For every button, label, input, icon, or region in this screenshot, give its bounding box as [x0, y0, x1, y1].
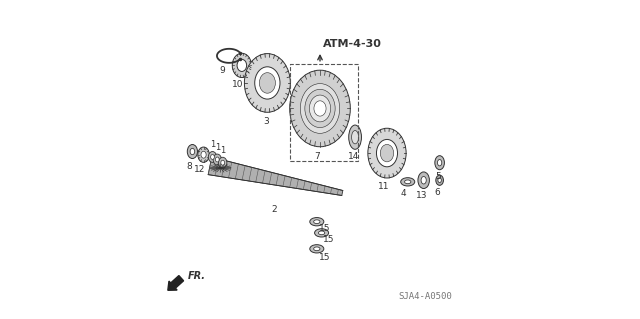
Ellipse shape [237, 59, 246, 71]
Text: FR.: FR. [188, 271, 205, 281]
Text: 8: 8 [186, 162, 192, 171]
Ellipse shape [218, 157, 227, 168]
Ellipse shape [404, 180, 411, 184]
Ellipse shape [349, 125, 362, 149]
Bar [290, 64, 358, 161]
Ellipse shape [315, 229, 328, 237]
Text: 1: 1 [210, 140, 215, 149]
Text: SJA4-A0500: SJA4-A0500 [398, 292, 452, 301]
FancyArrow shape [168, 276, 184, 290]
Ellipse shape [188, 145, 198, 159]
Text: 1: 1 [220, 146, 225, 155]
Ellipse shape [305, 89, 335, 128]
Text: 5: 5 [435, 172, 441, 181]
Ellipse shape [438, 160, 442, 166]
Ellipse shape [209, 152, 217, 162]
Ellipse shape [314, 101, 326, 116]
Ellipse shape [198, 147, 209, 162]
Text: 11: 11 [378, 182, 390, 191]
Text: 7: 7 [314, 152, 320, 161]
Polygon shape [208, 157, 343, 196]
Text: ATM-4-30: ATM-4-30 [323, 40, 382, 49]
Ellipse shape [259, 73, 275, 93]
Ellipse shape [421, 176, 426, 184]
Ellipse shape [216, 157, 219, 162]
Ellipse shape [300, 84, 340, 133]
Text: 3: 3 [263, 117, 269, 126]
Ellipse shape [309, 95, 331, 122]
Ellipse shape [438, 178, 442, 182]
Ellipse shape [211, 154, 214, 160]
Ellipse shape [436, 175, 444, 185]
Ellipse shape [368, 128, 406, 178]
Ellipse shape [213, 154, 221, 165]
Text: 6: 6 [435, 188, 440, 197]
Ellipse shape [201, 151, 206, 158]
Ellipse shape [401, 178, 415, 186]
Ellipse shape [380, 145, 394, 162]
Ellipse shape [255, 67, 280, 99]
Ellipse shape [232, 53, 252, 78]
Text: 1: 1 [214, 143, 220, 152]
Text: 9: 9 [220, 66, 225, 75]
Ellipse shape [221, 160, 225, 165]
Text: 13: 13 [416, 191, 427, 200]
Ellipse shape [314, 220, 320, 224]
Text: 12: 12 [194, 165, 205, 174]
Text: 14: 14 [348, 152, 359, 161]
Ellipse shape [376, 139, 397, 167]
Text: 4: 4 [401, 189, 406, 198]
Ellipse shape [310, 245, 324, 253]
Ellipse shape [435, 156, 444, 170]
Ellipse shape [319, 231, 324, 235]
Text: 10: 10 [232, 80, 243, 89]
Text: 2: 2 [271, 205, 276, 214]
Text: 15: 15 [319, 224, 330, 233]
Text: 15: 15 [323, 235, 335, 244]
Ellipse shape [190, 148, 195, 155]
Ellipse shape [290, 70, 350, 147]
Ellipse shape [314, 247, 320, 251]
Ellipse shape [310, 218, 324, 226]
Ellipse shape [244, 54, 291, 112]
Ellipse shape [418, 172, 429, 189]
Text: 15: 15 [319, 253, 330, 262]
Ellipse shape [351, 130, 358, 144]
